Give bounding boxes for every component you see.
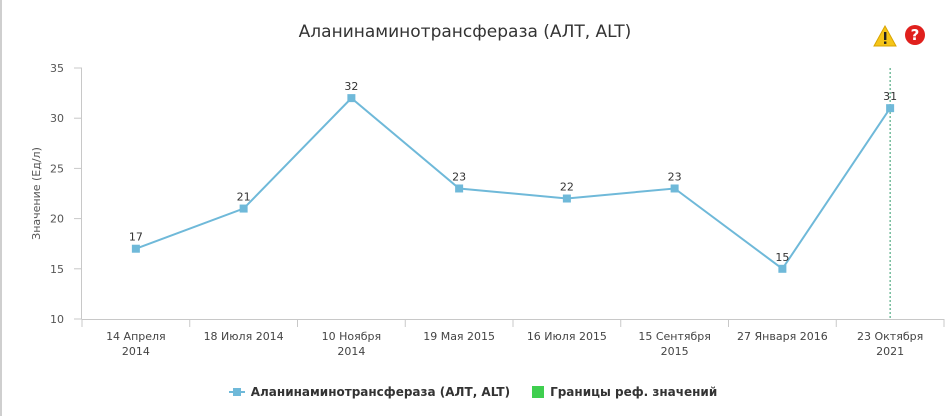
- legend-series-label: Аланинаминотрансфераза (АЛТ, ALT): [250, 385, 511, 399]
- y-tick-label: 30: [50, 112, 64, 125]
- data-point: [778, 264, 787, 273]
- y-tick-label: 25: [50, 162, 64, 175]
- data-label: 15: [775, 251, 789, 264]
- data-label: 21: [237, 191, 251, 204]
- x-tick-label: 10 Ноября 2014: [322, 330, 382, 358]
- data-label: 17: [129, 231, 143, 244]
- data-point: [131, 244, 140, 253]
- x-tick-label: 16 Июля 2015: [527, 330, 607, 343]
- series-line: [135, 96, 891, 271]
- left-border: [0, 0, 2, 416]
- legend-reference-swatch: [532, 386, 545, 398]
- data-label: 23: [452, 170, 466, 183]
- legend-reference-label: Границы реф. значений: [550, 385, 718, 399]
- legend-series-swatch: [228, 387, 245, 397]
- data-point: [455, 184, 464, 193]
- warning-icon[interactable]: [873, 25, 897, 47]
- data-point: [239, 204, 248, 213]
- data-label: 22: [560, 181, 574, 194]
- data-label: 31: [883, 90, 897, 103]
- legend-item-series[interactable]: Аланинаминотрансфераза (АЛТ, ALT): [228, 385, 511, 399]
- data-point: [562, 194, 571, 203]
- y-tick-label: 10: [50, 313, 64, 326]
- legend-item-reference[interactable]: Границы реф. значений: [532, 385, 717, 399]
- x-tick-label: 14 Апреля 2014: [106, 330, 166, 358]
- data-point: [886, 104, 895, 113]
- x-tick-label: 27 Января 2016: [737, 330, 828, 343]
- x-tick-label: 15 Сентября 2015: [638, 330, 711, 358]
- data-point: [670, 184, 679, 193]
- data-label: 32: [344, 80, 358, 93]
- data-point: [347, 94, 356, 103]
- x-tick-label: 18 Июля 2014: [204, 330, 284, 343]
- data-label: 23: [668, 170, 682, 183]
- y-tick-label: 15: [50, 263, 64, 276]
- x-tick-label: 23 Октября 2021: [857, 330, 923, 358]
- chart-title: Аланинаминотрансфераза (АЛТ, ALT): [298, 22, 632, 42]
- help-icon[interactable]: ?: [904, 24, 926, 46]
- y-axis-title: Значение (Ед/л): [30, 147, 43, 240]
- y-tick-label: 20: [50, 213, 64, 226]
- chart-legend: Аланинаминотрансфераза (АЛТ, ALT) Границ…: [0, 385, 946, 399]
- svg-text:?: ?: [911, 26, 920, 44]
- x-tick-label: 19 Мая 2015: [423, 330, 495, 343]
- y-tick-label: 35: [50, 62, 64, 75]
